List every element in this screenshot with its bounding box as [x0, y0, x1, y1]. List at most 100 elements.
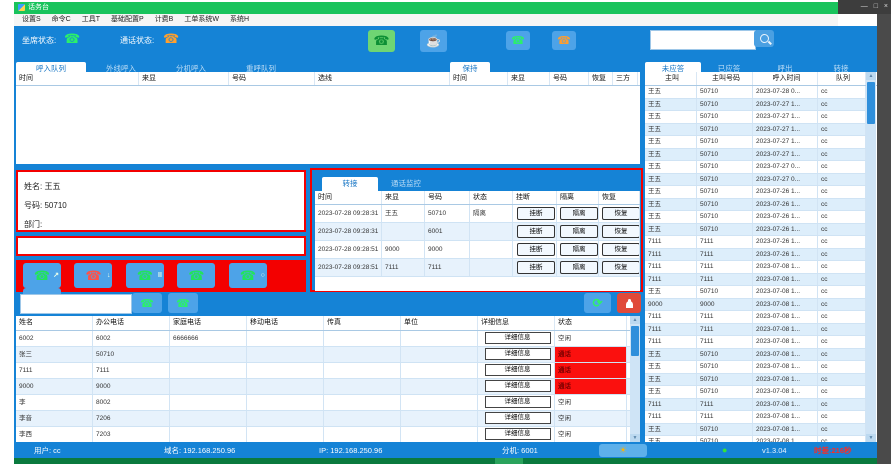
- isolate-row-button[interactable]: 隔离: [560, 225, 598, 238]
- call-control-button[interactable]: ☎ ↓: [74, 263, 113, 288]
- resume-row-button[interactable]: 恢复: [602, 243, 639, 256]
- queue-tab[interactable]: 重呼队列: [246, 64, 276, 73]
- history-row[interactable]: 7111 7111 2023-07-08 1... cc: [645, 411, 866, 424]
- agent-ready-button[interactable]: ☎: [368, 30, 395, 52]
- contact-row[interactable]: 7111 7111 详细信息 通话: [16, 363, 640, 379]
- isolate-row-button[interactable]: 隔离: [560, 261, 598, 274]
- answer-call-button[interactable]: ☎: [506, 31, 530, 50]
- contacts-scrollbar[interactable]: ▲ ▼: [630, 316, 640, 442]
- transfer-row[interactable]: 2023-07-28 09:28:31 6001 挂断 隔离 恢复: [315, 223, 640, 241]
- contact-row[interactable]: 李西 7203 详细信息 空闲: [16, 427, 640, 442]
- history-row[interactable]: 7111 7111 2023-07-26 1... cc: [645, 236, 866, 249]
- scrollbar-thumb[interactable]: [867, 82, 875, 124]
- history-row[interactable]: 王五 50710 2023-07-26 1... cc: [645, 198, 866, 211]
- scroll-up-icon[interactable]: ▲: [866, 72, 876, 80]
- detail-info-button[interactable]: 详细信息: [484, 428, 551, 440]
- history-row[interactable]: 王五 50710 2023-07-08 1... cc: [645, 436, 866, 442]
- history-row[interactable]: 王五 50710 2023-07-27 0... cc: [645, 161, 866, 174]
- history-row[interactable]: 7111 7111 2023-07-08 1... cc: [645, 261, 866, 274]
- history-row[interactable]: 王五 50710 2023-07-26 1... cc: [645, 186, 866, 199]
- history-tab[interactable]: 呼出: [777, 64, 793, 73]
- history-row[interactable]: 王五 50710 2023-07-26 1... cc: [645, 211, 866, 224]
- maximize-button[interactable]: □: [873, 3, 878, 10]
- day-mode-button[interactable]: ☀: [599, 444, 647, 457]
- scroll-down-icon[interactable]: ▼: [630, 434, 640, 442]
- dial-number-input[interactable]: [16, 236, 306, 256]
- detail-info-button[interactable]: 详细信息: [484, 364, 551, 376]
- break-coffee-button[interactable]: ☕: [420, 30, 447, 52]
- resume-row-button[interactable]: 恢复: [602, 207, 639, 220]
- detail-info-button[interactable]: 详细信息: [484, 380, 551, 392]
- history-row[interactable]: 王五 50710 2023-07-08 1... cc: [645, 423, 866, 436]
- menu-item[interactable]: 系统H: [229, 16, 250, 23]
- history-row[interactable]: 9000 9000 2023-07-08 1... cc: [645, 298, 866, 311]
- history-row[interactable]: 7111 7111 2023-07-08 1... cc: [645, 273, 866, 286]
- hangup-row-button[interactable]: 挂断: [517, 261, 555, 274]
- scroll-up-icon[interactable]: ▲: [630, 316, 640, 324]
- search-button[interactable]: [754, 30, 774, 47]
- history-row[interactable]: 王五 50710 2023-07-08 1... cc: [645, 286, 866, 299]
- transfer-row[interactable]: 2023-07-28 09:28:51 7111 7111 挂断 隔离 恢复: [315, 259, 640, 277]
- history-row[interactable]: 王五 50710 2023-07-27 0... cc: [645, 173, 866, 186]
- history-row[interactable]: 王五 50710 2023-07-26 1... cc: [645, 223, 866, 236]
- refresh-contacts-button[interactable]: ⟳: [584, 293, 611, 313]
- contact-row[interactable]: 6002 6002 6666666 详细信息 空闲: [16, 331, 640, 347]
- history-row[interactable]: 王五 50710 2023-07-08 1... cc: [645, 386, 866, 399]
- call-control-button[interactable]: ☎: [177, 263, 216, 288]
- history-row[interactable]: 7111 7111 2023-07-26 1... cc: [645, 248, 866, 261]
- history-tab[interactable]: 已应答: [717, 64, 741, 73]
- contact-row[interactable]: 9000 9000 详细信息 通话: [16, 379, 640, 395]
- history-row[interactable]: 王五 50710 2023-07-08 1... cc: [645, 361, 866, 374]
- resume-row-button[interactable]: 恢复: [602, 261, 639, 274]
- history-row[interactable]: 王五 50710 2023-07-27 1... cc: [645, 148, 866, 161]
- history-row[interactable]: 7111 7111 2023-07-08 1... cc: [645, 323, 866, 336]
- menu-item[interactable]: 命令C: [51, 16, 71, 23]
- detail-info-button[interactable]: 详细信息: [484, 412, 551, 424]
- close-button[interactable]: ×: [883, 3, 888, 10]
- contact-dial-input[interactable]: [20, 294, 132, 314]
- contact-row[interactable]: 张三 50710 详细信息 通话: [16, 347, 640, 363]
- history-row[interactable]: 王五 50710 2023-07-27 1... cc: [645, 98, 866, 111]
- scroll-down-icon[interactable]: ▼: [866, 434, 876, 442]
- history-row[interactable]: 王五 50710 2023-07-08 1... cc: [645, 373, 866, 386]
- history-row[interactable]: 王五 50710 2023-07-27 1... cc: [645, 136, 866, 149]
- transfer-row[interactable]: 2023-07-28 09:28:31 王五 50710 隔离 挂断 隔离 恢复: [315, 205, 640, 223]
- history-tab[interactable]: 转接: [833, 64, 849, 73]
- search-input[interactable]: [650, 30, 756, 50]
- queue-tab[interactable]: 分机呼入: [176, 64, 206, 73]
- history-row[interactable]: 王五 50710 2023-07-27 1... cc: [645, 123, 866, 136]
- contact-transfer-button[interactable]: ☎: [168, 293, 198, 313]
- history-row[interactable]: 王五 50710 2023-07-08 1... cc: [645, 348, 866, 361]
- transfer-row[interactable]: 2023-07-28 09:28:51 9000 9000 挂断 隔离 恢复: [315, 241, 640, 259]
- detail-info-button[interactable]: 详细信息: [484, 396, 551, 408]
- transfer-tab[interactable]: 通话监控: [391, 179, 421, 188]
- contact-row[interactable]: 李 8002 详细信息 空闲: [16, 395, 640, 411]
- hangup-row-button[interactable]: 挂断: [517, 207, 555, 220]
- resume-row-button[interactable]: 恢复: [602, 225, 639, 238]
- contact-row[interactable]: 李音 7206 详细信息 空闲: [16, 411, 640, 427]
- hangup-call-button[interactable]: ☎: [552, 31, 576, 50]
- queue-tab[interactable]: 外线呼入: [106, 64, 136, 73]
- scrollbar-thumb[interactable]: [631, 326, 639, 356]
- history-scrollbar[interactable]: ▲ ▼: [866, 72, 876, 442]
- menu-item[interactable]: 工具T: [81, 16, 101, 23]
- detail-info-button[interactable]: 详细信息: [484, 348, 551, 360]
- call-control-button[interactable]: ☎ ○: [228, 263, 267, 288]
- transfer-tab[interactable]: 转接: [322, 177, 378, 191]
- call-control-button[interactable]: ☎ ↗: [23, 263, 61, 288]
- hangup-row-button[interactable]: 挂断: [517, 225, 555, 238]
- menu-item[interactable]: 基础配置P: [111, 16, 144, 23]
- menu-item[interactable]: 设置S: [22, 16, 41, 23]
- history-row[interactable]: 王五 50710 2023-07-28 0... cc: [645, 86, 866, 99]
- detail-info-button[interactable]: 详细信息: [484, 332, 551, 344]
- history-row[interactable]: 王五 50710 2023-07-27 1... cc: [645, 111, 866, 124]
- history-row[interactable]: 7111 7111 2023-07-08 1... cc: [645, 311, 866, 324]
- contact-book-button[interactable]: [617, 293, 641, 313]
- history-row[interactable]: 7111 7111 2023-07-08 1... cc: [645, 336, 866, 349]
- contact-dial-button[interactable]: ☎: [132, 293, 162, 313]
- isolate-row-button[interactable]: 隔离: [560, 243, 598, 256]
- history-row[interactable]: 7111 7111 2023-07-08 1... cc: [645, 398, 866, 411]
- menu-item[interactable]: 工单系统W: [184, 16, 219, 23]
- call-control-button[interactable]: ☎ II: [125, 263, 164, 288]
- hangup-row-button[interactable]: 挂断: [517, 243, 555, 256]
